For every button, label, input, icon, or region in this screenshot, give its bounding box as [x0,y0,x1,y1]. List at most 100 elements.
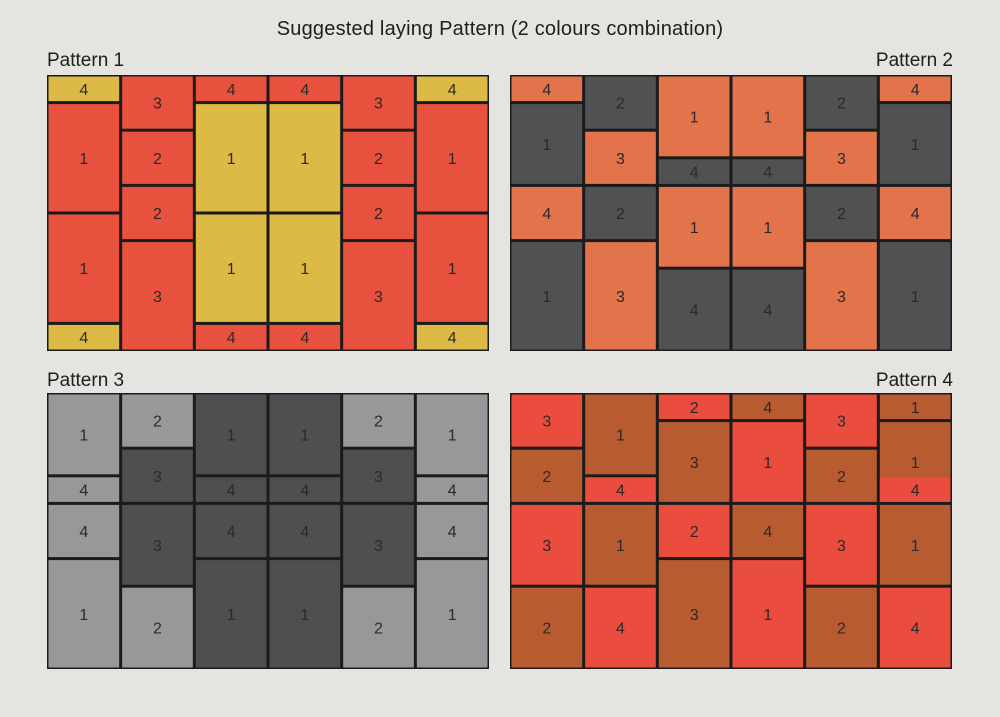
paver-tile-fill [658,394,730,420]
paver-number: 1 [542,137,551,154]
paver-number: 1 [448,261,457,278]
paver-tile: 3 [658,422,730,502]
paver-tile-fill [195,104,267,212]
paver-tile: 1 [195,214,267,322]
paver-number: 1 [911,455,920,472]
paver-tile-fill [658,560,730,668]
paver-tile-fill [511,394,583,447]
paver-tile-fill [879,76,951,102]
paver-number: 4 [911,82,920,99]
paver-number: 1 [300,427,309,444]
paver-tile-fill [48,504,120,558]
paver-tile-fill [585,587,656,668]
paver-number: 1 [763,220,772,237]
paver-tile-fill [879,587,951,668]
paver-tile: 4 [585,477,656,502]
paver-tile: 1 [416,560,488,668]
paver-tile: 1 [879,504,951,585]
paver-tile-fill [122,394,193,447]
paver-tile-fill [806,186,877,240]
paver-number: 1 [911,289,920,306]
paver-tile-fill [806,449,877,502]
paver-tile: 3 [343,504,414,585]
paver-tile: 4 [195,324,267,350]
paver-number: 1 [448,607,457,624]
paver-tile-fill [879,477,951,502]
paver-tile: 3 [585,242,656,350]
paver-tile-fill [195,477,267,502]
paver-tile: 3 [122,504,193,585]
paver-number: 1 [79,607,88,624]
paver-tile: 4 [416,504,488,558]
paver-tile: 4 [732,269,804,350]
paver-number: 2 [374,151,383,168]
paver-number: 4 [300,524,309,541]
paver-tile: 1 [416,394,488,475]
paver-tile: 3 [343,449,414,502]
paver-tile-fill [416,104,488,212]
paver-tile-fill [658,422,730,502]
paver-number: 4 [448,483,457,500]
paver-number: 1 [300,261,309,278]
paver-number: 2 [374,206,383,223]
paver-tile-fill [416,560,488,668]
paver-tile: 1 [511,104,583,184]
paver-tile-fill [269,214,341,322]
paver-tile: 1 [732,560,804,668]
paver-number: 1 [79,427,88,444]
paver-tile: 3 [343,76,414,129]
paver-tile-fill [511,242,583,350]
pattern-2-panel: 4 1 4 1 2 3 2 3 1 4 1 4 1 4 1 4 2 3 2 3 4 1 4 1 [510,75,952,351]
paver-tile: 1 [879,394,951,420]
paver-tile: 3 [585,131,656,184]
paver-number: 4 [227,483,236,500]
paver-tile-fill [269,504,341,558]
paver-tile-fill [195,214,267,322]
paver-tile: 3 [511,394,583,447]
joint-background [47,75,489,351]
paver-number: 3 [616,289,625,306]
joint-background [510,75,952,351]
paver-tile-fill [269,394,341,475]
paver-tile-fill [269,76,341,102]
paver-number: 4 [79,483,88,500]
paver-tile-fill [585,242,656,350]
paver-tile-fill [195,560,267,668]
paver-tile: 1 [585,394,656,475]
paver-tile: 1 [732,186,804,267]
paver-number: 2 [374,621,383,638]
paver-tile: 1 [269,394,341,475]
paver-tile-fill [879,394,951,420]
paver-number: 2 [153,206,162,223]
paver-number: 4 [79,330,88,347]
paver-number: 4 [911,621,920,638]
paver-tile: 4 [879,477,951,502]
paver-tile: 1 [195,394,267,475]
paver-tile-fill [48,560,120,668]
paver-number: 3 [837,538,846,555]
paver-tile-fill [511,449,583,502]
paver-number: 4 [911,206,920,223]
paver-tile-fill [658,504,730,558]
paver-number: 1 [690,220,699,237]
paver-tile-fill [269,324,341,350]
paver-tile-fill [732,186,804,267]
paver-number: 4 [79,82,88,99]
paver-tile-fill [416,76,488,102]
paver-number: 4 [690,165,699,182]
paver-tile: 1 [195,104,267,212]
paver-tile-fill [658,159,730,184]
paver-tile: 1 [658,186,730,267]
paver-tile: 1 [269,214,341,322]
paver-tile-fill [732,560,804,668]
paver-tile: 2 [658,504,730,558]
paver-tile-fill [732,422,804,502]
paver-number: 2 [690,524,699,541]
paver-tile: 3 [806,394,877,447]
paver-tile: 2 [511,449,583,502]
paver-tile: 4 [585,587,656,668]
paver-number: 2 [616,96,625,113]
paver-number: 1 [763,607,772,624]
paver-number: 3 [837,289,846,306]
pattern-2-label: Pattern 2 [875,50,953,71]
